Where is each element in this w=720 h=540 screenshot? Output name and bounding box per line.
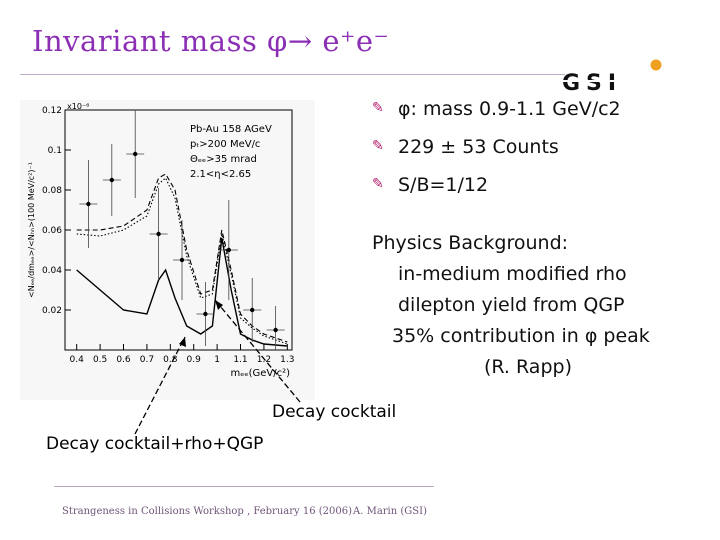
- legend-entry: Pb-Au 158 AGeV: [190, 124, 272, 135]
- x-tick-label: 1: [214, 355, 220, 365]
- physics-heading: Physics Background:: [372, 232, 569, 254]
- y-axis-label: <Nₑₑ/dmₑₑ>/<Nₕₕ>(100 MeV/c²)⁻¹: [27, 162, 36, 298]
- footer-divider: [54, 486, 434, 487]
- y-exponent-label: x10⁻⁶: [67, 102, 89, 111]
- bullet-text: 229 ± 53 Counts: [398, 136, 559, 158]
- x-tick-label: 0.9: [187, 355, 202, 365]
- legend-entry: Θₑₑ>35 mrad: [190, 154, 257, 165]
- label-decay-cocktail: Decay cocktail: [272, 402, 397, 422]
- series-line-dashed: [76, 173, 288, 343]
- arrowhead-icon: [179, 337, 186, 347]
- y-tick-label: 0.08: [42, 186, 62, 196]
- x-tick-label: 1.3: [280, 355, 294, 365]
- pencil-bullet-icon: ✎: [372, 100, 384, 116]
- data-point: [273, 327, 278, 333]
- legend-entry: 2.1<η<2.65: [190, 169, 251, 180]
- logo-text: GSI: [562, 71, 622, 96]
- legend-entry: pₜ>200 MeV/c: [190, 139, 260, 150]
- y-tick-label: 0.02: [42, 306, 62, 316]
- x-tick-label: 1.1: [233, 355, 247, 365]
- arrow-decay-rho-qgp: [134, 336, 186, 435]
- x-tick-label: 0.4: [70, 355, 85, 365]
- arrow-decay-cocktail: [214, 299, 301, 403]
- bullet-item: ✎ S/B=1/12: [372, 174, 621, 212]
- pencil-bullet-icon: ✎: [372, 176, 384, 192]
- physics-line: dilepton yield from QGP: [398, 294, 625, 316]
- y-tick-label: 0.12: [42, 106, 62, 116]
- y-tick-label: 0.1: [48, 146, 62, 156]
- data-point: [179, 257, 185, 263]
- bullet-text: S/B=1/12: [398, 174, 489, 196]
- x-tick-label: 0.7: [140, 355, 154, 365]
- gsi-logo: GSI: [560, 56, 675, 100]
- data-point: [156, 231, 161, 237]
- data-point: [226, 247, 232, 253]
- page-title: Invariant mass φ→ e⁺e⁻: [32, 24, 390, 58]
- x-tick-label: 0.6: [116, 355, 131, 365]
- title-divider: [20, 74, 565, 75]
- data-point: [133, 151, 138, 157]
- x-tick-label: 1.2: [257, 355, 271, 365]
- bullet-item: ✎ φ: mass 0.9-1.1 GeV/c2: [372, 98, 621, 136]
- bullet-list: ✎ φ: mass 0.9-1.1 GeV/c2 ✎ 229 ± 53 Counts…: [372, 98, 621, 212]
- y-tick-label: 0.04: [42, 266, 62, 276]
- x-tick-label: 0.8: [163, 355, 178, 365]
- data-point: [109, 177, 115, 183]
- bullet-text: φ: mass 0.9-1.1 GeV/c2: [398, 98, 621, 120]
- data-point: [86, 201, 91, 207]
- footer-author: A. Marin (GSI): [353, 506, 427, 517]
- arrowhead-icon: [215, 300, 223, 310]
- bullet-item: ✎ 229 ± 53 Counts: [372, 136, 621, 174]
- x-axis-label: mₑₑ(GeV/c²): [230, 368, 290, 379]
- logo-dot-icon: [650, 59, 662, 71]
- label-decay-rho-qgp: Decay cocktail+rho+QGP: [46, 434, 264, 454]
- x-tick-label: 0.5: [93, 355, 107, 365]
- series-line-dotted: [76, 177, 288, 345]
- data-point: [250, 307, 255, 313]
- pencil-bullet-icon: ✎: [372, 138, 384, 154]
- physics-line: in-medium modified rho: [398, 263, 627, 285]
- physics-background: Physics Background: in-medium modified r…: [372, 228, 650, 383]
- data-point: [203, 311, 208, 317]
- footer-event: Strangeness in Collisions Workshop , Feb…: [62, 506, 353, 517]
- physics-line: 35% contribution in φ peak: [392, 325, 650, 347]
- y-tick-label: 0.06: [42, 226, 62, 236]
- physics-line: (R. Rapp): [484, 356, 572, 378]
